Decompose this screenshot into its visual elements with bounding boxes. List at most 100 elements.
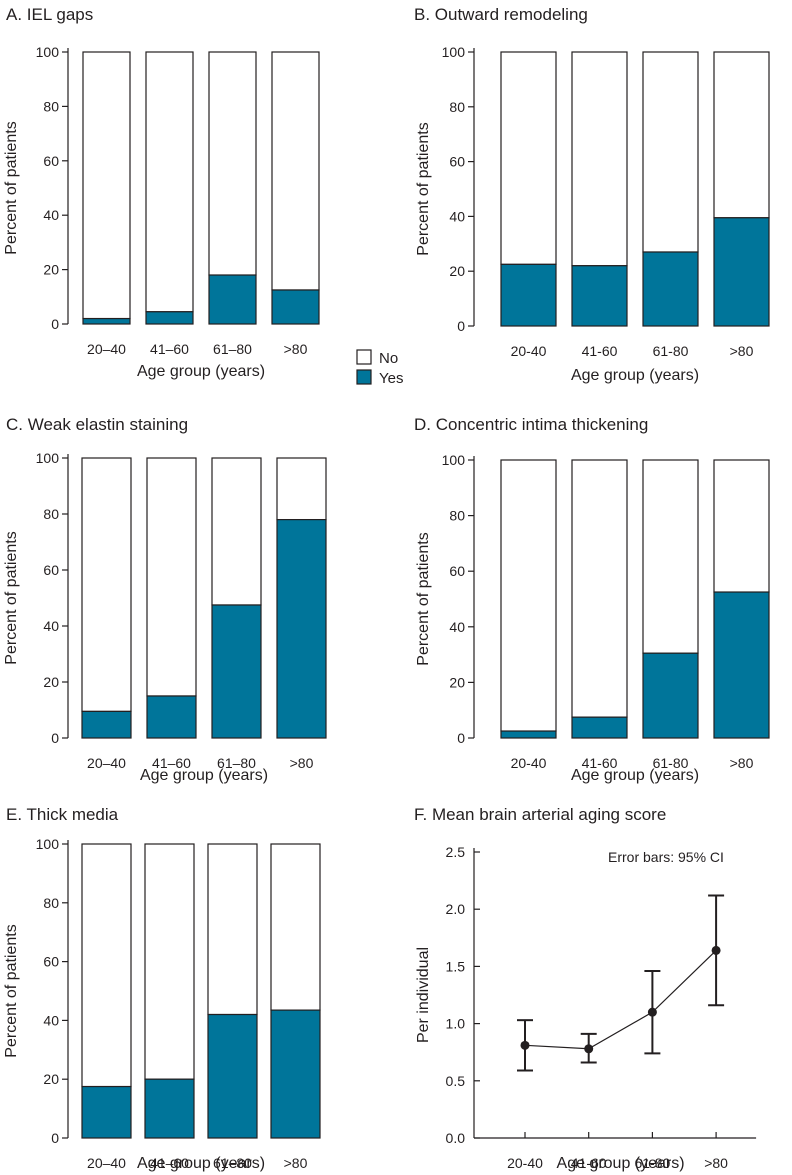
y-axis-label: Percent of patients: [415, 122, 432, 255]
panel-title: E. Thick media: [6, 805, 119, 824]
y-tick-label: 0: [457, 730, 465, 746]
y-tick-label: 0.5: [446, 1073, 466, 1089]
y-tick-label: 100: [36, 450, 60, 466]
x-tick-label: >80: [704, 1155, 728, 1171]
x-tick-label: 41-60: [571, 1155, 607, 1171]
y-axis-label: Percent of patients: [415, 532, 432, 665]
x-tick-label: 20-40: [511, 755, 547, 771]
x-tick-label: 61–80: [213, 1155, 252, 1171]
y-tick-label: 0: [51, 316, 59, 332]
bar-yes-1: [81, 710, 132, 739]
y-tick-label: 20: [43, 674, 59, 690]
y-tick-label: 60: [43, 153, 59, 169]
panel-b: B. Outward remodeling 0 20 40 60 80 100 Percent…: [414, 5, 770, 384]
panel-title: A. IEL gaps: [6, 5, 93, 24]
bar-yes-4: [713, 217, 770, 327]
panel-title: D. Concentric intima thickening: [414, 415, 648, 434]
bar-yes-1: [81, 1085, 132, 1139]
y-tick-label: 100: [442, 452, 466, 468]
bar-no-3: [642, 51, 699, 253]
y-tick-label: 20: [43, 262, 59, 278]
y-axis-label: Percent of patients: [3, 924, 20, 1057]
x-tick-label: 41–60: [152, 755, 191, 771]
bar-yes-2: [571, 716, 628, 739]
bar-no-3: [211, 457, 262, 606]
y-tick-label: 80: [449, 508, 465, 524]
y-tick-label: 40: [43, 618, 59, 634]
y-tick-label: 0: [457, 318, 465, 334]
x-tick-label: 61–80: [217, 755, 256, 771]
bar-no-1: [81, 457, 132, 712]
y-tick-label: 0: [51, 730, 59, 746]
y-tick-label: 60: [43, 562, 59, 578]
x-axis-label: Age group (years): [571, 767, 699, 784]
y-tick-label: 20: [449, 263, 465, 279]
bar-no-2: [571, 459, 628, 718]
y-tick-label: 2.5: [446, 844, 466, 860]
bar-no-4: [276, 457, 327, 521]
x-tick-label: >80: [730, 343, 754, 359]
x-axis-label: Age group (years): [137, 363, 265, 380]
y-tick-label: 40: [449, 208, 465, 224]
y-tick-label: 20: [449, 674, 465, 690]
bar-yes-2: [145, 311, 194, 325]
mean-line: [524, 949, 717, 1050]
y-tick-label: 40: [43, 1012, 59, 1028]
y-tick-label: 100: [442, 44, 466, 60]
y-tick-label: 60: [43, 954, 59, 970]
bar-no-2: [144, 843, 195, 1080]
bar-yes-4: [276, 518, 327, 739]
mean-point: [711, 945, 721, 955]
error-bar-note: Error bars: 95% CI: [608, 849, 724, 865]
bar-yes-3: [207, 1013, 258, 1139]
bar-no-2: [145, 51, 194, 313]
panel-d: D. Concentric intima thickening 0 20 40 60 80…: [414, 415, 770, 784]
x-tick-label: >80: [284, 1155, 308, 1171]
y-tick-label: 100: [36, 836, 60, 852]
mean-point: [647, 1007, 657, 1017]
y-tick-label: 80: [43, 98, 59, 114]
y-tick-label: 40: [449, 619, 465, 635]
x-axis-label: Age group (years): [571, 367, 699, 384]
bar-no-3: [208, 51, 257, 276]
mean-point: [584, 1044, 594, 1054]
bar-no-4: [713, 51, 770, 219]
panel-title: C. Weak elastin staining: [6, 415, 188, 434]
bar-no-3: [642, 459, 699, 654]
bar-yes-3: [211, 604, 262, 739]
bar-yes-2: [144, 1078, 195, 1139]
y-tick-label: 40: [43, 207, 59, 223]
x-axis-label: Age group (years): [557, 1155, 685, 1172]
bar-yes-3: [642, 251, 699, 327]
bar-no-4: [713, 459, 770, 593]
bar-no-1: [82, 51, 131, 320]
x-tick-label: 20–40: [87, 341, 126, 357]
x-tick-label: 41–60: [150, 1155, 189, 1171]
x-tick-label: 61-80: [653, 343, 689, 359]
bar-no-1: [500, 51, 557, 265]
y-tick-label: 2.0: [446, 901, 466, 917]
bar-yes-4: [713, 591, 770, 739]
x-tick-label: 41-60: [582, 755, 618, 771]
y-tick-label: 80: [43, 895, 59, 911]
panel-e: E. Thick media 0 20 40 60 80 100 Percent of pat…: [3, 805, 321, 1172]
y-tick-label: 100: [36, 44, 60, 60]
y-axis-label: Per individual: [415, 947, 432, 1043]
bar-no-4: [271, 51, 320, 291]
bar-yes-2: [146, 695, 197, 739]
bar-no-2: [146, 457, 197, 697]
y-tick-label: 80: [43, 506, 59, 522]
x-axis-label: Age group (years): [137, 1155, 265, 1172]
bar-no-3: [207, 843, 258, 1016]
y-tick-label: 20: [43, 1071, 59, 1087]
bar-yes-2: [571, 265, 628, 327]
y-tick-label: 0.0: [446, 1130, 466, 1146]
y-tick-label: 1.5: [446, 958, 466, 974]
legend: No Yes: [356, 349, 403, 387]
bar-no-1: [81, 843, 132, 1088]
panel-title: B. Outward remodeling: [414, 5, 588, 24]
bar-yes-1: [500, 263, 557, 327]
bar-no-4: [270, 843, 321, 1011]
x-tick-label: 61-80: [653, 755, 689, 771]
legend-swatch-no: [356, 349, 372, 365]
